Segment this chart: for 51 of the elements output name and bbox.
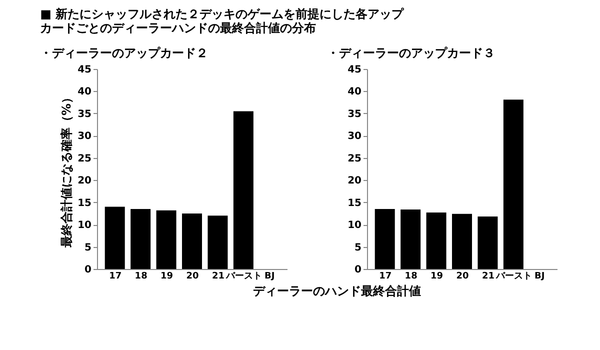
chart-subtitle: ・ディーラーのアップカード２ [40,46,208,60]
x-tick-label: バースト [494,272,532,282]
x-tick-label: 21 [212,272,224,282]
x-tick-label: バースト [224,272,262,282]
y-tick-label: 10 [78,220,92,232]
x-axis-title: ディーラーのハンド最終合計値 [253,284,421,298]
y-tick-label: 20 [348,176,362,187]
x-tick-label: 17 [379,272,392,282]
y-tick-label: 25 [348,153,362,164]
bar [503,100,524,269]
x-tick-label: 18 [134,272,148,282]
bar [130,209,151,269]
y-tick-label: 25 [78,153,92,164]
y-tick-label: 5 [354,242,362,254]
bar [374,209,395,269]
x-tick-label: 19 [160,272,174,282]
y-tick-label: 35 [348,108,362,120]
x-tick-label: 20 [456,272,469,282]
x-tick-label: 20 [186,272,199,282]
y-tick-label: 15 [348,198,362,209]
x-tick-label: 21 [482,272,494,282]
x-tick-label: 17 [109,272,122,282]
y-tick-label: 20 [78,176,92,187]
y-tick-label: 15 [78,198,92,209]
x-tick-label: BJ [534,272,545,282]
y-tick-label: 30 [348,131,362,142]
chart-title: ■ 新たにシャッフルされた２デッキのゲームを前提にした各アップカードごとのディーラーハンドの最終合計値の分布 [40,7,405,35]
bar [182,213,202,269]
bar [452,214,472,269]
bar [426,212,446,269]
bar [400,209,421,269]
x-tick-label: 18 [404,272,418,282]
y-tick-label: 30 [78,131,92,142]
y-tick-label: 35 [78,108,92,120]
x-tick-label: BJ [264,272,275,282]
y-tick-label: 45 [78,64,92,76]
x-tick-label: 19 [430,272,444,282]
bar [233,111,254,269]
y-tick-label: 5 [84,242,92,254]
y-tick-label: 45 [348,64,362,76]
y-tick-label: 40 [78,86,92,98]
y-tick-label: 10 [348,220,362,232]
bar [156,210,176,269]
y-tick-label: 0 [84,264,92,276]
chart-subtitle: ・ディーラーのアップカード３ [327,46,496,60]
y-axis-title: 最終合計値になる確率（%） [60,91,74,249]
bar [478,216,498,269]
y-tick-label: 40 [348,86,362,98]
bar [104,206,125,269]
bar [208,216,228,269]
y-tick-label: 0 [354,264,362,276]
